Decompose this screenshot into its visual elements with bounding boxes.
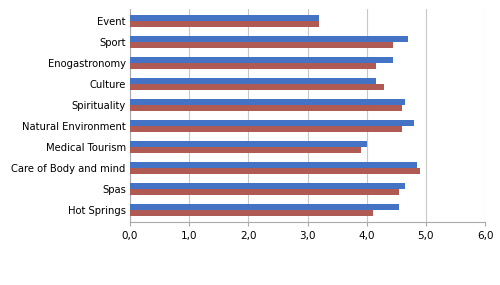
Bar <box>130 105 402 111</box>
Bar <box>130 168 420 174</box>
Bar <box>130 126 402 132</box>
Bar <box>130 162 417 168</box>
Bar <box>130 147 361 153</box>
Bar <box>130 84 384 90</box>
Bar <box>130 78 376 84</box>
Bar <box>130 204 399 210</box>
Bar <box>130 120 414 126</box>
Bar <box>130 42 394 48</box>
Bar <box>130 63 376 69</box>
Bar <box>130 99 405 105</box>
Bar <box>130 57 394 63</box>
Bar <box>130 21 320 27</box>
Bar <box>130 189 399 195</box>
Bar <box>130 36 408 42</box>
Bar <box>130 141 366 147</box>
Bar <box>130 15 320 21</box>
Bar <box>130 210 372 215</box>
Bar <box>130 183 405 189</box>
